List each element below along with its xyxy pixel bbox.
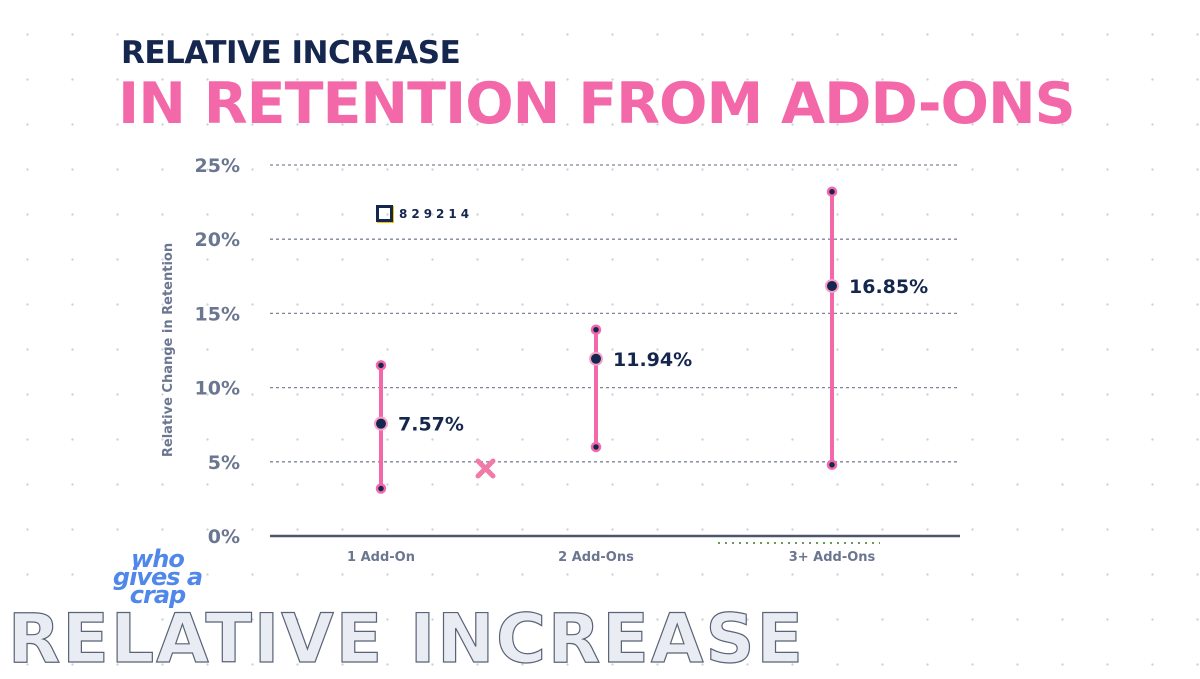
- x-tick-label: 2 Add-Ons: [558, 550, 634, 565]
- range-end-point: [375, 360, 387, 371]
- x-tick-label: 1 Add-On: [347, 550, 415, 565]
- square-icon: [376, 205, 393, 222]
- mean-point: [374, 416, 388, 431]
- title-line-2: IN RETENTION FROM ADD-ONS: [118, 71, 1076, 137]
- data-label: 7.57%: [398, 414, 464, 436]
- range-end-point: [590, 441, 602, 453]
- range-end-point: [826, 459, 838, 471]
- code-badge: 829214: [376, 205, 473, 222]
- y-tick-label: 15%: [195, 303, 240, 325]
- x-tick-label: 3+ Add-Ons: [789, 550, 876, 565]
- mean-point: [825, 278, 839, 293]
- data-label: 11.94%: [613, 349, 692, 371]
- logo: who gives a crap: [112, 545, 203, 609]
- footer-outline-text: RELATIVE INCREASE: [7, 600, 805, 679]
- range-end-point: [590, 324, 602, 335]
- range-end-point: [375, 483, 387, 494]
- data-label: 16.85%: [849, 276, 928, 298]
- y-tick-label: 10%: [195, 378, 240, 400]
- cross-icon: [475, 458, 496, 479]
- title-line-1: RELATIVE INCREASE: [121, 35, 461, 71]
- mean-point: [589, 351, 603, 366]
- code-label: 829214: [399, 206, 474, 221]
- y-tick-label: 25%: [195, 155, 240, 177]
- y-tick-label: 20%: [195, 229, 240, 251]
- range-end-point: [826, 186, 838, 197]
- y-tick-label: 0%: [208, 526, 240, 548]
- y-axis-label: Relative Change in Retention: [161, 243, 176, 457]
- y-tick-label: 5%: [208, 452, 240, 474]
